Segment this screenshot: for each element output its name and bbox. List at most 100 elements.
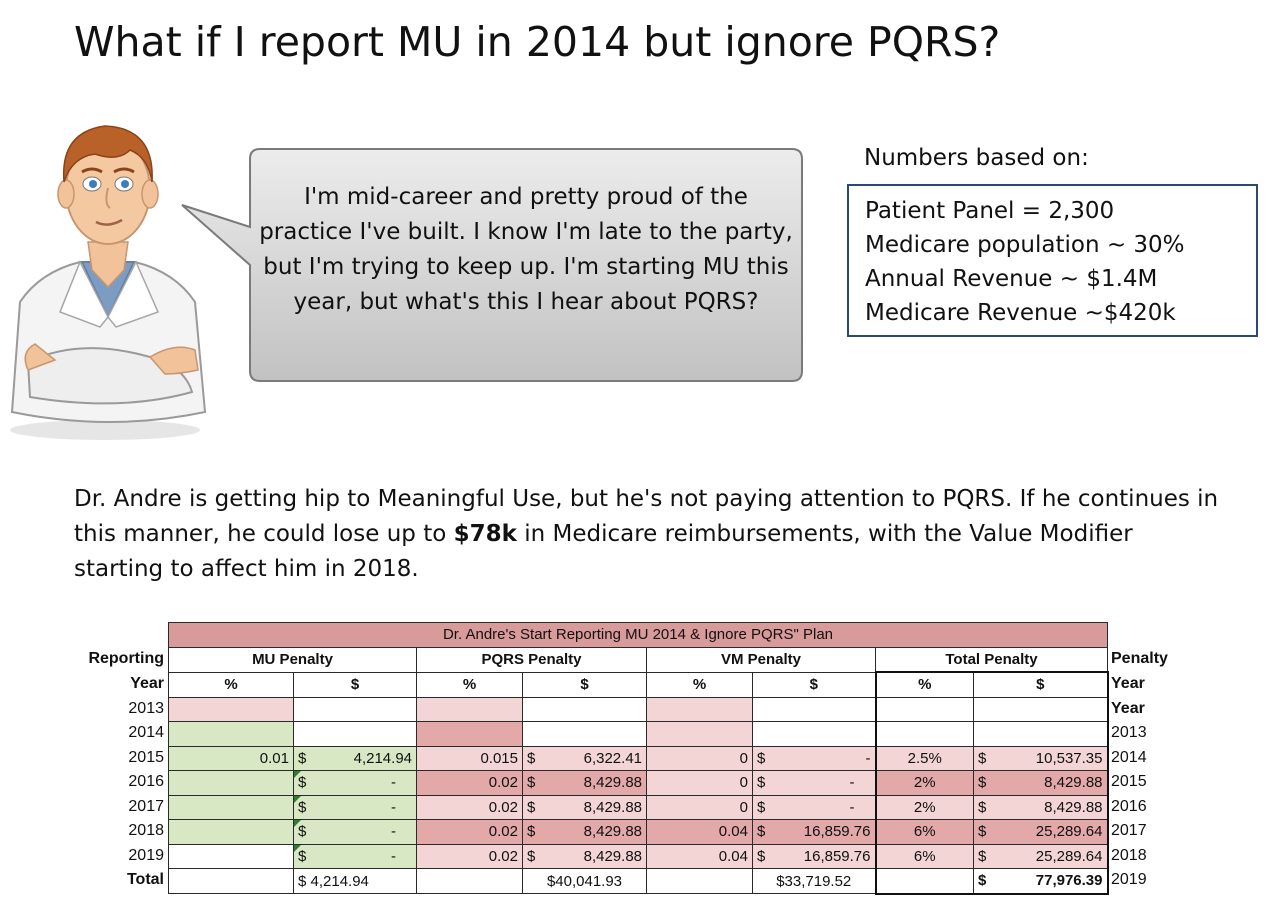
total-usd-cell: $8,429.88 [973, 794, 1109, 820]
table-row [168, 721, 1109, 747]
right-label-year-value: 2015 [1111, 773, 1147, 790]
summary-paragraph: Dr. Andre is getting hip to Meaningful U… [74, 482, 1224, 587]
numbers-line: Medicare population ~ 30% [865, 232, 1185, 258]
numbers-line: Annual Revenue ~ $1.4M [865, 266, 1158, 292]
mu-pct-cell [168, 770, 294, 796]
vm-usd-cell [752, 721, 876, 747]
mu-usd-cell: $ - [293, 819, 417, 845]
pqrs-pct-total [416, 868, 523, 894]
table-subheader-row: % $ % $ % $ % $ [168, 671, 1109, 698]
dollar-sign: $ [978, 798, 987, 816]
vm-penalty-header: VM Penalty [646, 646, 876, 673]
total-pct-cell: 2% [874, 794, 974, 820]
vm-pct-cell [646, 721, 753, 747]
mu-pct-cell [168, 843, 294, 869]
pqrs-usd-value: 6,322.41 [583, 749, 642, 767]
pqrs-usd-cell: $8,429.88 [522, 819, 647, 845]
pqrs-penalty-header: PQRS Penalty [416, 646, 647, 673]
vm-usd-total: $33,719.52 [752, 868, 876, 894]
numbers-label: Numbers based on: [864, 145, 1089, 171]
table-row: $ - 0.02 $8,429.88 0 $ - 2% $8,429.88 [168, 770, 1109, 796]
total-usd-cell: $8,429.88 [973, 770, 1109, 796]
dollar-sign: $ [298, 872, 307, 890]
dollar-sign: $ [527, 798, 536, 816]
loss-amount: $78k [453, 521, 517, 547]
pqrs-usd-value: 8,429.88 [583, 774, 642, 792]
pqrs-usd-total: $40,041.93 [522, 868, 647, 894]
mu-usd-cell: $ - [293, 794, 417, 820]
table-row: $ - 0.02 $8,429.88 0.04 $16,859.76 6% $25… [168, 819, 1109, 845]
right-label-year: Year [1111, 675, 1145, 692]
mu-usd-value: 4,214.94 [353, 749, 412, 767]
right-label-year-value: 2013 [1111, 724, 1147, 741]
vm-usd-cell [752, 696, 876, 722]
total-pct-cell: 6% [874, 843, 974, 869]
vm-pct-cell: 0 [646, 770, 753, 796]
total-usd-value: 8,429.88 [1044, 774, 1103, 792]
total-usd-cell [973, 696, 1109, 722]
table-caption-row: Dr. Andre's Start Reporting MU 2014 & Ig… [168, 622, 1108, 648]
dollar-sign: $ [757, 774, 766, 792]
table-caption: Dr. Andre's Start Reporting MU 2014 & Ig… [168, 622, 1108, 648]
mu-pct-cell [168, 696, 294, 722]
summary-text: in Medicare reimbursements, with the Val… [74, 521, 1133, 582]
total-usd-cell: $25,289.64 [973, 843, 1109, 869]
mu-usd-cell: $4,214.94 [293, 745, 417, 771]
dollar-sign: $ [757, 847, 766, 865]
mu-usd-cell [293, 696, 417, 722]
subheader-pct: % [168, 671, 294, 698]
dollar-sign: $ [527, 823, 536, 841]
mu-penalty-header: MU Penalty [168, 646, 417, 673]
mu-pct-cell [168, 819, 294, 845]
total-pct-cell: 6% [874, 819, 974, 845]
numbers-box: Patient Panel = 2,300 Medicare populatio… [847, 184, 1258, 337]
dollar-sign: $ [527, 774, 536, 792]
subheader-usd: $ [752, 671, 876, 698]
table-row: $ - 0.02 $8,429.88 0.04 $16,859.76 6% $25… [168, 843, 1109, 869]
right-label-year-value: 2018 [1111, 847, 1147, 864]
total-usd-value: 10,537.35 [1035, 749, 1103, 767]
row-label-reporting: Reporting [88, 650, 164, 667]
pqrs-usd-cell: $6,322.41 [522, 745, 647, 771]
table-row [168, 696, 1109, 722]
pqrs-pct-cell: 0.02 [416, 843, 523, 869]
mu-usd-cell: $ - [293, 843, 417, 869]
dollar-sign: $ [298, 823, 307, 841]
vm-usd-cell: $ - [752, 770, 876, 796]
subheader-pct: % [646, 671, 753, 698]
table-group-header-row: MU Penalty PQRS Penalty VM Penalty Total… [168, 646, 1108, 673]
total-usd-cell [973, 721, 1109, 747]
row-label-year-value: 2016 [128, 773, 164, 790]
table-row: 0.01 $4,214.94 0.015 $6,322.41 0 $ - 2.5%… [168, 745, 1109, 771]
subheader-usd: $ [293, 671, 417, 698]
mu-usd-value: - [391, 823, 396, 841]
row-label-total: Total [126, 871, 164, 888]
table-total-row: $ 4,214.94 $40,041.93 $33,719.52 $77,976… [168, 868, 1109, 895]
row-label-year-value: 2018 [128, 822, 164, 839]
pqrs-pct-cell [416, 721, 523, 747]
penalty-table: Dr. Andre's Start Reporting MU 2014 & Ig… [168, 622, 1109, 895]
vm-usd-cell: $ - [752, 745, 876, 771]
mu-usd-cell: $ - [293, 770, 417, 796]
vm-usd-value: - [849, 774, 855, 792]
dollar-sign: $ [978, 847, 987, 865]
mu-usd-value: - [391, 847, 396, 865]
total-pct-total [874, 868, 974, 895]
right-label-penalty: Penalty [1111, 650, 1168, 667]
total-usd-value: 25,289.64 [1035, 823, 1103, 841]
dollar-sign: $ [527, 847, 536, 865]
mu-pct-total [168, 868, 294, 894]
dollar-sign: $ [757, 798, 766, 816]
right-label-year-value: 2014 [1111, 749, 1147, 766]
pqrs-pct-cell: 0.02 [416, 794, 523, 820]
summary-text: Dr. Andre is getting hip to Meaningful U… [74, 486, 1219, 547]
mu-usd-cell [293, 721, 417, 747]
right-label-year-value: 2019 [1111, 871, 1147, 888]
numbers-line: Patient Panel = 2,300 [865, 198, 1115, 224]
pqrs-pct-cell: 0.02 [416, 819, 523, 845]
row-label-year-value: 2013 [128, 700, 164, 717]
grand-total-usd: $77,976.39 [973, 868, 1109, 895]
dollar-sign: $ [978, 749, 987, 767]
pqrs-usd-cell [522, 696, 647, 722]
grand-total-value: 77,976.39 [1035, 872, 1103, 890]
